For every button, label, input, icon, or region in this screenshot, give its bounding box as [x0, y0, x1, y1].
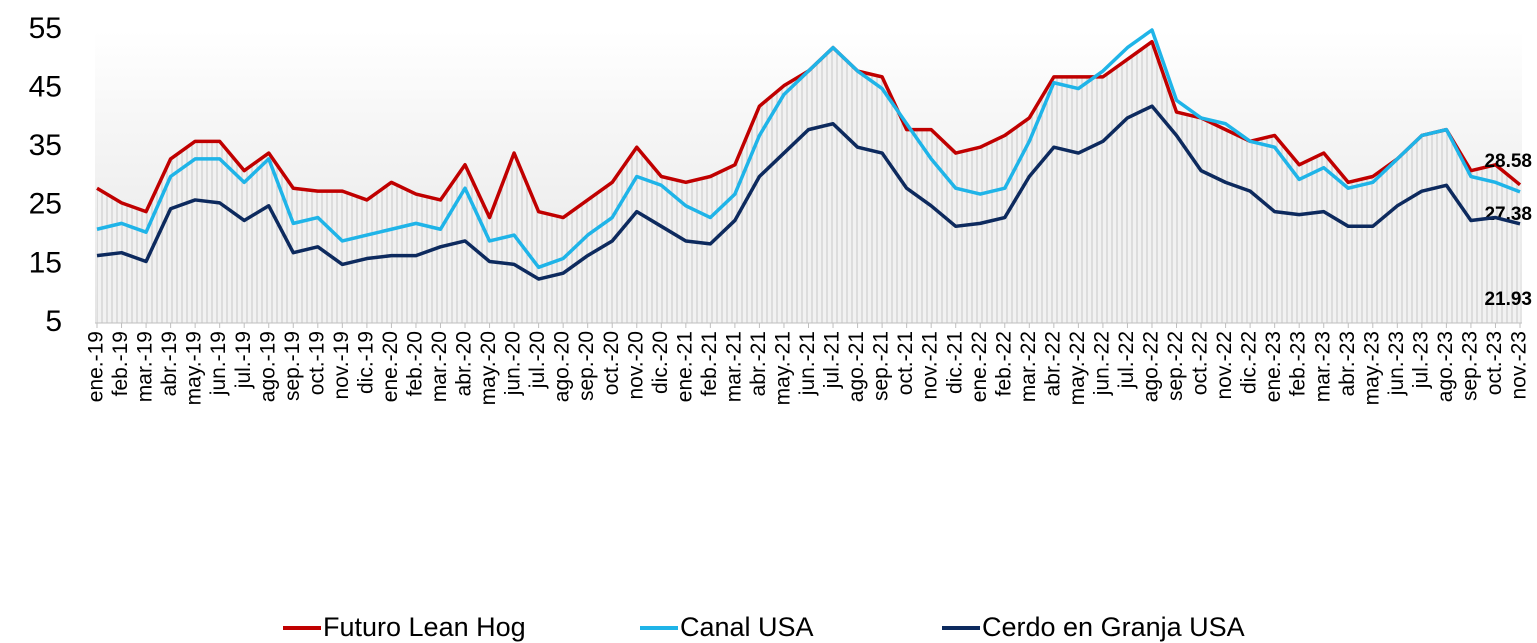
y-tick-label: 45 [29, 71, 62, 104]
x-tick-label: sep.-21 [870, 331, 893, 401]
x-tick-label: abr.-23 [1336, 331, 1359, 396]
data-label: 21.93 [1484, 289, 1532, 310]
x-tick-label: dic.-19 [354, 331, 377, 394]
x-tick-label: ene.-21 [673, 331, 696, 402]
x-tick-label: feb.-22 [992, 331, 1015, 396]
x-tick-label: ene.-19 [85, 331, 108, 402]
y-tick-label: 15 [29, 246, 62, 279]
y-tick-label: 35 [29, 129, 62, 162]
x-tick-label: oct.-23 [1483, 331, 1506, 395]
x-tick-label: dic.-22 [1238, 331, 1261, 394]
x-tick-label: nov.-23 [1508, 331, 1531, 400]
legend-label: Canal USA [680, 612, 814, 642]
x-tick-label: sep.-22 [1164, 331, 1187, 401]
x-tick-label: mar.-20 [428, 331, 451, 402]
x-tick-label: ene.-22 [968, 331, 991, 402]
x-tick-label: oct.-21 [894, 331, 917, 395]
y-tick-label: 55 [29, 12, 62, 45]
y-tick-label: 5 [45, 305, 62, 338]
series-line [96, 104, 1521, 281]
series-line [96, 28, 1521, 270]
x-tick-label: feb.-20 [403, 331, 426, 396]
data-label: 27.38 [1484, 204, 1532, 225]
legend-label: Futuro Lean Hog [323, 612, 526, 642]
x-tick-label: nov.-20 [624, 331, 647, 400]
x-tick-label: ago.-22 [1140, 331, 1163, 402]
x-tick-label: ago.-20 [551, 331, 574, 402]
y-tick-label: 25 [29, 188, 62, 221]
x-tick-label: sep.-20 [575, 331, 598, 401]
x-tick-label: jun.-23 [1385, 331, 1408, 396]
x-tick-label: feb.-21 [698, 331, 721, 396]
x-tick-label: mar.-22 [1017, 331, 1040, 402]
x-tick-label: nov.-22 [1213, 331, 1236, 400]
x-tick-label: nov.-21 [919, 331, 942, 400]
x-tick-label: abr.-21 [747, 331, 770, 396]
x-tick-label: may.-20 [477, 331, 500, 405]
x-tick-label: ago.-21 [845, 331, 868, 402]
x-tick-label: jun.-20 [502, 331, 525, 396]
x-tick-label: jul.-23 [1409, 331, 1432, 389]
x-tick-label: oct.-20 [600, 331, 623, 395]
x-tick-label: sep.-19 [281, 331, 304, 401]
x-tick-label: jul.-19 [232, 331, 255, 389]
x-tick-label: feb.-23 [1287, 331, 1310, 396]
data-label: 28.58 [1484, 151, 1532, 172]
x-tick-label: abr.-20 [453, 331, 476, 396]
x-tick-label: ene.-23 [1262, 331, 1285, 402]
x-tick-label: feb.-19 [109, 331, 132, 396]
area-fill [97, 41, 1520, 323]
x-tick-label: ene.-20 [379, 331, 402, 402]
x-tick-label: sep.-23 [1458, 331, 1481, 401]
x-tick-label: oct.-22 [1189, 331, 1212, 395]
x-tick-label: mar.-19 [134, 331, 157, 402]
x-tick-label: may.-22 [1066, 331, 1089, 405]
x-tick-label: dic.-21 [943, 331, 966, 394]
x-tick-label: ago.-23 [1434, 331, 1457, 402]
x-tick-label: jun.-21 [796, 331, 819, 396]
x-tick-label: abr.-22 [1041, 331, 1064, 396]
x-tick-label: dic.-20 [649, 331, 672, 394]
x-tick-label: ago.-19 [256, 331, 279, 402]
x-tick-label: jul.-21 [821, 331, 844, 389]
x-tick-label: nov.-19 [330, 331, 353, 400]
x-tick-label: mar.-21 [722, 331, 745, 402]
x-tick-label: jul.-22 [1115, 331, 1138, 389]
x-tick-label: mar.-23 [1311, 331, 1334, 402]
legend-label: Cerdo en Granja USA [982, 612, 1245, 642]
x-tick-label: may.-21 [772, 331, 795, 405]
x-tick-label: jun.-19 [207, 331, 230, 396]
x-tick-label: jul.-20 [526, 331, 549, 389]
x-tick-label: jun.-22 [1090, 331, 1113, 396]
x-tick-label: oct.-19 [305, 331, 328, 395]
x-tick-label: abr.-19 [158, 331, 181, 396]
x-tick-label: may.-19 [183, 331, 206, 405]
x-tick-label: may.-23 [1360, 331, 1383, 405]
